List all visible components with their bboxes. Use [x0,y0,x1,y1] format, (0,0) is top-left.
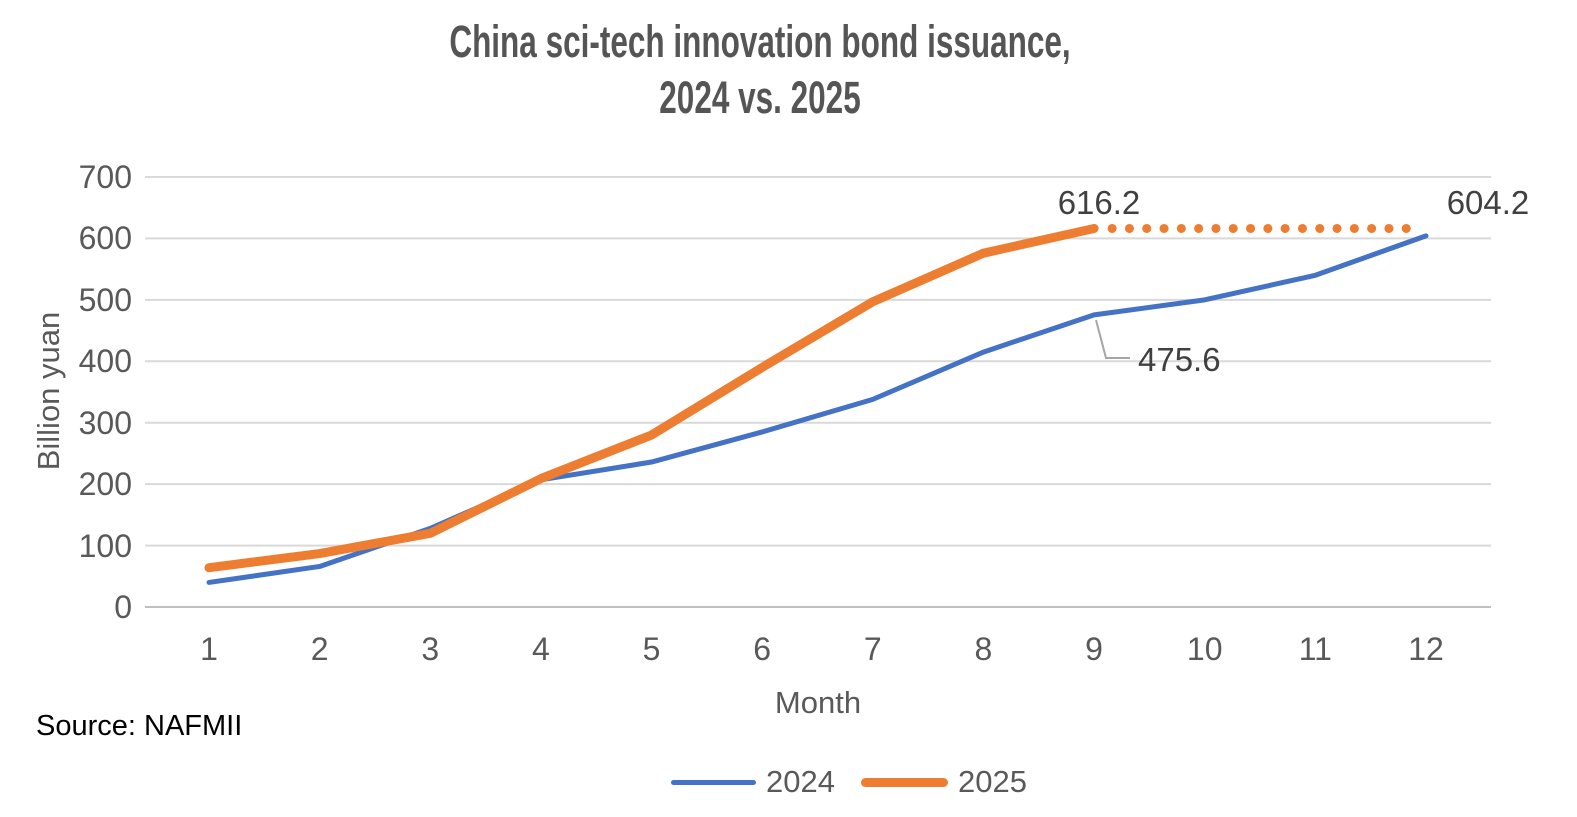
x-tick-label: 1 [200,631,218,667]
x-tick-label: 4 [532,631,550,667]
x-tick-label: 9 [1085,631,1103,667]
annotation-2024-yearend: 604.2 [1446,184,1530,221]
x-tick-label: 10 [1186,631,1223,667]
annotation-2025-latest: 616.2 [1057,184,1141,221]
x-tick-label: 11 [1298,631,1332,667]
callout-leader-line [1095,319,1130,359]
legend-label-2025: 2025 [957,764,1027,799]
chart-title-line2: 2024 vs. 2025 [659,72,861,123]
series-line-2024 [206,233,1429,585]
source-note: Source: NAFMII [36,710,243,742]
y-tick-label: 100 [78,527,132,564]
annotation-2024-september: 475.6 [1138,341,1221,378]
callout-line-group [1095,319,1130,359]
x-tick-label: 7 [863,631,882,667]
y-tick-label: 300 [78,404,132,441]
y-tick-label: 700 [78,159,132,195]
x-tick-label: 12 [1408,631,1444,667]
series-lines [204,223,1429,585]
x-tick-label: 8 [974,631,993,667]
x-tick-label: 3 [421,631,440,667]
x-tick-label: 6 [753,631,772,667]
series-line-2025 [204,223,1099,573]
chart-title: China sci-tech innovation bond issuance,… [228,14,1292,126]
x-axis-title: Month [774,685,862,720]
x-tick-label: 2 [310,631,329,667]
chart-title-line1: China sci-tech innovation bond issuance, [449,16,1071,67]
y-axis-title: Billion yuan [31,311,66,471]
legend: 2024 2025 [671,764,1027,799]
y-tick-label: 200 [78,466,132,503]
y-tick-label: 600 [78,220,132,257]
y-tick-label: 500 [78,281,132,318]
legend-swatch-2024 [671,779,756,785]
x-tick-label: 5 [642,631,661,667]
y-tick-label: 0 [114,589,132,625]
gridlines [145,176,1491,608]
y-tick-label: 400 [78,343,132,380]
legend-swatch-2025 [860,777,948,787]
legend-label-2024: 2024 [766,764,835,799]
